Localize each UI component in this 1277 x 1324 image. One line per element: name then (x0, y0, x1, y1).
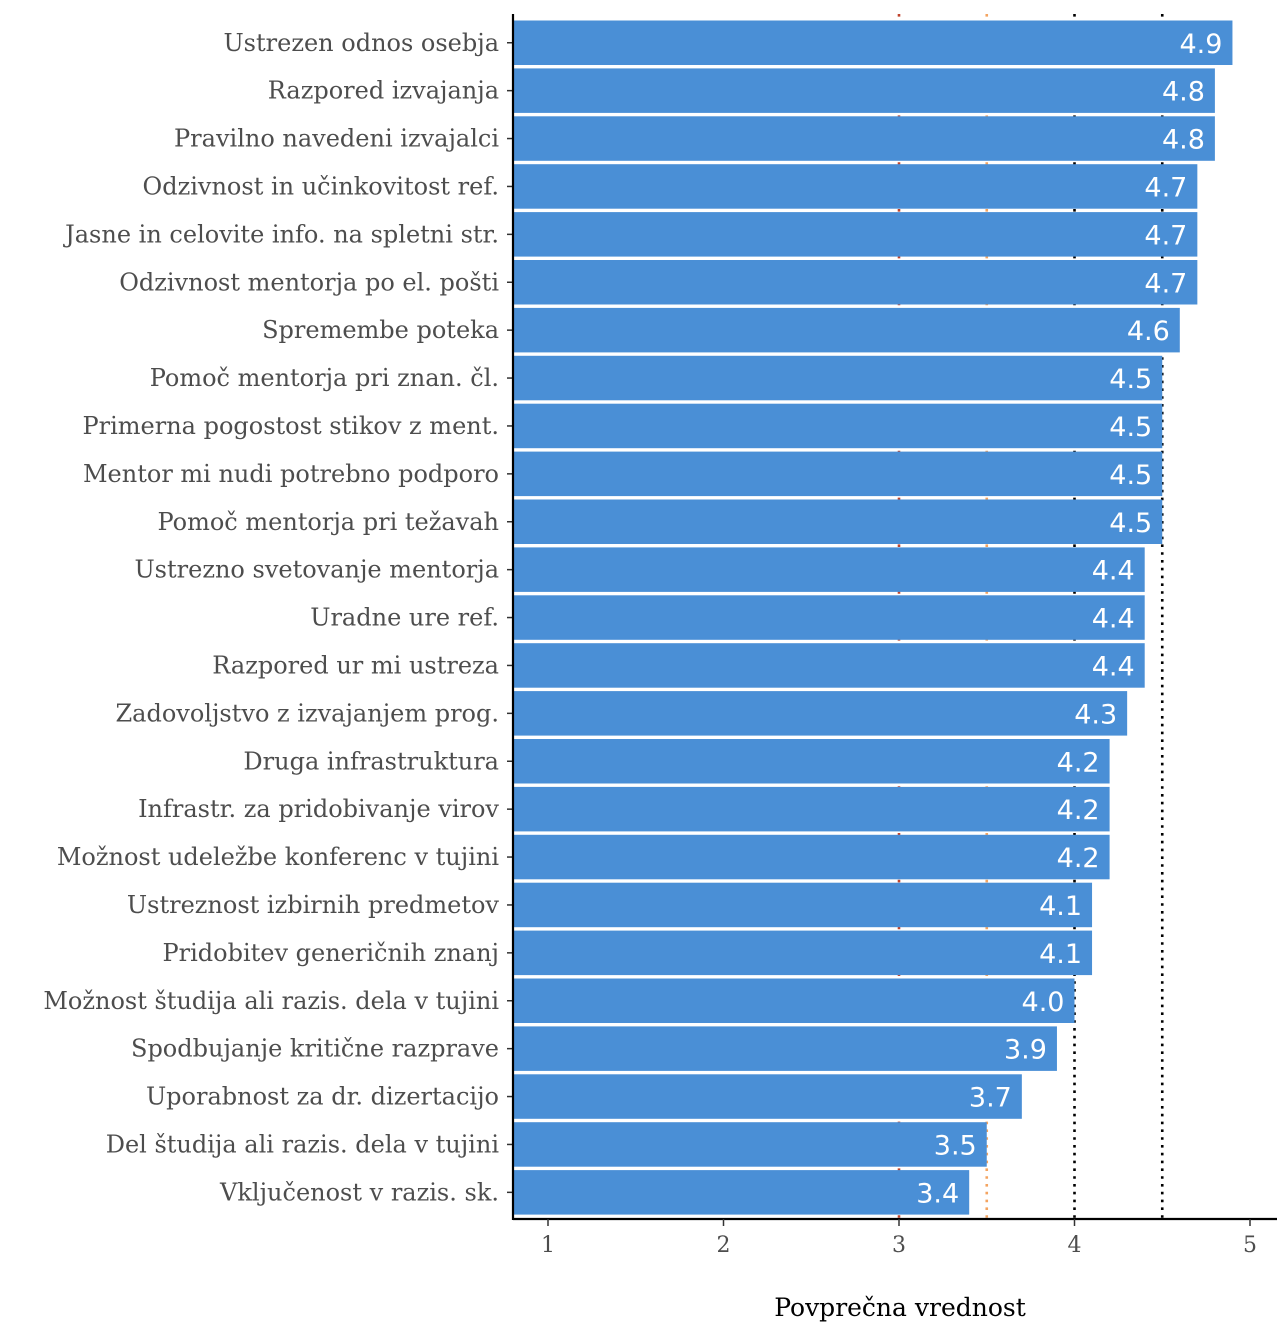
category-label: Del študija ali razis. dela v tujini (106, 1130, 500, 1158)
bar (513, 403, 1163, 449)
bar (513, 1026, 1057, 1071)
data-label: 4.7 (1144, 172, 1187, 203)
data-label: 4.2 (1057, 747, 1100, 778)
bar (513, 547, 1145, 592)
data-label: 4.3 (1074, 699, 1117, 730)
category-label: Infrastr. za pridobivanje virov (138, 795, 499, 823)
data-label: 4.4 (1092, 651, 1135, 682)
bar (513, 307, 1180, 353)
bar (513, 882, 1093, 928)
bar (513, 978, 1075, 1023)
x-tick-label: 1 (541, 1233, 555, 1258)
category-label: Možnost študija ali razis. dela v tujini (43, 987, 499, 1015)
x-tick-label: 3 (892, 1233, 906, 1258)
category-label: Razpored ur mi ustreza (212, 651, 499, 679)
data-label: 4.7 (1144, 220, 1187, 251)
bar (513, 739, 1110, 784)
data-label: 4.7 (1144, 268, 1187, 299)
category-label: Uporabnost za dr. dizertacijo (146, 1083, 499, 1111)
category-label: Odzivnost in učinkovitost ref. (143, 172, 499, 200)
axes: 1 2 3 4 5 (507, 14, 1277, 1258)
bar (513, 164, 1198, 209)
bar (513, 20, 1233, 65)
data-label: 4.8 (1162, 125, 1205, 156)
category-label: Spodbujanje kritične razprave (131, 1035, 499, 1063)
category-label: Pravilno navedeni izvajalci (174, 125, 499, 153)
x-tick-label: 2 (717, 1233, 731, 1258)
data-label: 4.5 (1109, 508, 1152, 539)
data-label: 4.2 (1057, 843, 1100, 874)
bar (513, 1074, 1022, 1119)
bars (513, 20, 1233, 1215)
data-label: 4.2 (1057, 795, 1100, 826)
category-label: Možnost udeležbe konferenc v tujini (57, 843, 500, 871)
data-label: 4.1 (1039, 939, 1082, 970)
bar (513, 499, 1163, 544)
category-label: Vključenost v razis. sk. (219, 1178, 499, 1206)
bar (513, 1170, 970, 1215)
data-label: 4.0 (1022, 987, 1065, 1018)
category-label: Ustrezen odnos osebja (223, 29, 499, 57)
bar (513, 786, 1110, 832)
category-label: Odzivnost mentorja po el. pošti (119, 268, 499, 296)
category-label: Spremembe poteka (262, 316, 499, 344)
category-label: Uradne ure ref. (310, 604, 499, 632)
bar (513, 260, 1198, 305)
category-label: Primerna pogostost stikov z ment. (82, 412, 499, 440)
data-label: 4.9 (1179, 29, 1222, 60)
data-label: 4.4 (1092, 604, 1135, 635)
bar (513, 116, 1215, 161)
data-label: 4.4 (1092, 556, 1135, 587)
data-label: 4.1 (1039, 891, 1082, 922)
x-axis-title: Povprečna vrednost (774, 1293, 1026, 1322)
bar (513, 691, 1128, 736)
data-label: 3.5 (934, 1130, 977, 1161)
bar (513, 930, 1093, 976)
x-tick-label: 5 (1243, 1233, 1257, 1258)
category-label: Pomoč mentorja pri znan. čl. (150, 364, 499, 392)
data-label: 4.5 (1109, 364, 1152, 395)
data-label: 3.7 (969, 1083, 1012, 1114)
data-label: 4.5 (1109, 412, 1152, 443)
data-label: 3.9 (1004, 1035, 1047, 1066)
category-label: Pridobitev generičnih znanj (162, 939, 499, 967)
bar (513, 451, 1163, 497)
bar (513, 643, 1145, 688)
category-label: Pomoč mentorja pri težavah (157, 508, 499, 536)
category-label: Zadovoljstvo z izvajanjem prog. (116, 699, 500, 727)
bar (513, 595, 1145, 640)
bar (513, 834, 1110, 880)
category-label: Ustrezno svetovanje mentorja (134, 556, 499, 584)
category-label: Druga infrastruktura (243, 747, 499, 775)
bar (513, 1122, 987, 1167)
data-label: 3.4 (916, 1178, 959, 1209)
category-labels: Ustrezen odnos osebja Razpored izvajanja P… (43, 29, 499, 1207)
category-label: Razpored izvajanja (268, 77, 499, 105)
data-labels: 4.9 4.8 4.8 4.7 4.7 4.7 4.6 4.5 4.5 4.5 4.5 4.4 4.4 4… (916, 29, 1222, 1210)
data-label: 4.5 (1109, 460, 1152, 491)
bar (513, 68, 1215, 113)
x-tick-label: 4 (1068, 1233, 1082, 1258)
bar (513, 355, 1163, 401)
data-label: 4.6 (1127, 316, 1170, 347)
category-label: Mentor mi nudi potrebno podporo (83, 460, 499, 488)
data-label: 4.8 (1162, 77, 1205, 108)
category-label: Jasne in celovite info. na spletni str. (62, 220, 499, 248)
bar (513, 212, 1198, 257)
category-label: Ustreznost izbirnih predmetov (127, 891, 500, 919)
